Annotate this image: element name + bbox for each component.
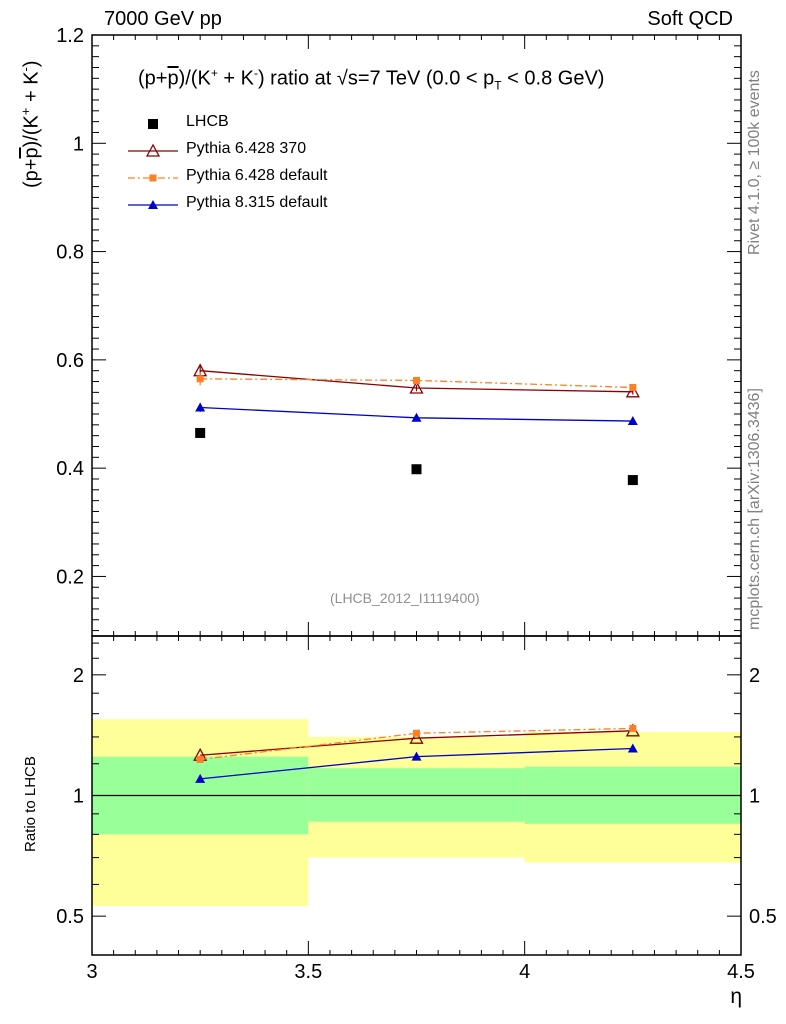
x-tick-label: 4 [519, 961, 530, 983]
main-point-p6_370-2 [625, 384, 640, 398]
ratio-series [193, 723, 640, 783]
ratio-y-tick-label-left: 1 [73, 786, 84, 808]
ratio-y-tick-label-left: 2 [73, 665, 84, 687]
legend-marker-p8_default [148, 200, 158, 209]
main-point-p6_default-1 [413, 376, 420, 384]
ratio-point-p6_default-0 [196, 755, 204, 763]
main-series [193, 363, 640, 486]
main-y-tick-label: 0.8 [56, 242, 84, 264]
x-tick-label: 3 [86, 961, 97, 983]
main-y-axis-label: (p+p)/(K+ + K-) [18, 60, 43, 188]
ratio-point-p6_default-2 [629, 724, 637, 732]
legend-marker-p6_370 [145, 143, 161, 157]
main-y-tick-label: 0.6 [56, 350, 84, 372]
axes: 3 3.5 4 4.5 0.2 0.4 0.6 0.8 1 1.2 0.5 0.5 1 1 2 2 [56, 25, 777, 983]
ratio-y-tick-label-right: 0.5 [749, 906, 777, 928]
ratio-uncertainty-bands [92, 719, 741, 907]
ratio-point-p8_default-2 [627, 743, 638, 753]
legend-label: Pythia 6.428 370 [186, 140, 307, 157]
ratio-y-tick-label-right: 2 [749, 665, 760, 687]
ratio-point-p8_default-0 [195, 773, 206, 783]
header-process-label: Soft QCD [647, 8, 733, 30]
ratio-point-p6_370-1 [409, 730, 424, 744]
main-y-tick-label: 0.2 [56, 566, 84, 588]
main-point-data-2 [627, 475, 638, 486]
main-point-p6_default-2 [629, 383, 637, 391]
main-point-data-0 [195, 427, 206, 438]
ratio-line-p6_default [200, 727, 633, 761]
legend-label: Pythia 6.428 default [186, 167, 328, 184]
legend-markers [128, 119, 178, 209]
main-y-tick-label: 1 [73, 133, 84, 155]
main-y-tick-label: 1.2 [56, 25, 84, 47]
legend-label: Pythia 8.315 default [186, 194, 328, 211]
main-point-p6_370-1 [409, 380, 424, 394]
x-tick-label: 3.5 [294, 961, 322, 983]
ratio-y-axis-label: Ratio to LHCB [22, 756, 39, 852]
legend-label: LHCB [186, 113, 229, 130]
main-point-p6_default-0 [196, 375, 204, 383]
main-point-p8_default-0 [195, 402, 206, 412]
main-y-tick-label: 0.4 [56, 458, 84, 480]
mcplots-reference-label: mcplots.cern.ch [arXiv:1306.3436] [746, 388, 763, 630]
ratio-y-tick-label-right: 1 [749, 786, 760, 808]
analysis-tag: (LHCB_2012_I1119400) [330, 590, 480, 606]
plot-title: (p+p)/(K+ + K-) ratio at √s=7 TeV (0.0 <… [138, 66, 605, 93]
ratio-y-tick-label-left: 0.5 [56, 906, 84, 928]
rivet-version-label: Rivet 4.1.0, ≥ 100k events [746, 70, 763, 255]
main-point-p8_default-1 [411, 412, 422, 422]
x-axis-label: η [730, 985, 742, 1008]
legend-marker-data [148, 119, 158, 129]
legend-marker-p6_default [149, 174, 157, 182]
ratio-point-p8_default-1 [411, 751, 422, 761]
ratio-line-p6_370 [200, 730, 633, 756]
main-point-p8_default-2 [627, 416, 638, 426]
header-energy-label: 7000 GeV pp [104, 8, 222, 30]
main-point-data-1 [411, 464, 422, 475]
ratio-point-p6_default-1 [413, 729, 420, 737]
x-tick-label: 4.5 [727, 961, 755, 983]
